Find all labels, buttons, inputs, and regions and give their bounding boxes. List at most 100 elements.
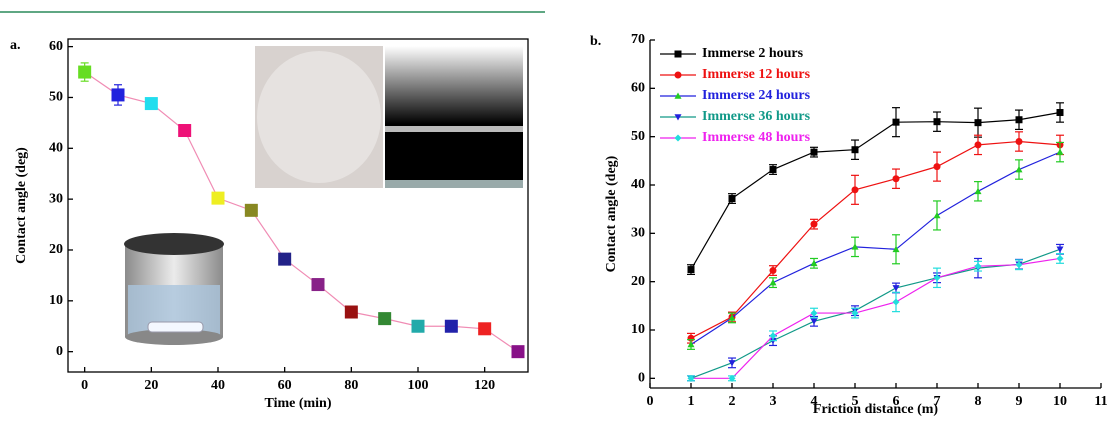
x-tick-label: 80 [344,378,358,393]
marker [769,279,777,286]
marker [1015,116,1023,124]
marker [892,245,900,253]
x-tick-label: 2 [729,394,736,409]
series-line [690,248,1061,379]
marker [78,65,92,79]
marker [933,163,941,171]
marker [851,243,859,250]
y-tick-label: 70 [631,32,645,47]
marker [687,374,695,382]
y-tick-label: 50 [49,90,63,105]
marker [687,341,695,348]
marker [1056,254,1064,262]
marker [933,211,941,219]
marker [1015,166,1023,173]
x-tick-label: 4 [811,394,818,409]
y-tick-label: 60 [49,39,63,54]
marker [892,285,900,292]
x-tick-label: 100 [408,378,429,393]
x-tick-label: 120 [474,378,495,393]
y-axis-label: Contact angle (deg) [14,147,29,264]
marker [810,318,818,325]
y-tick-label: 20 [631,274,645,289]
marker [892,118,900,126]
legend-marker [674,50,682,58]
marker [851,186,859,194]
legend-label: Immerse 2 hours [702,46,804,61]
y-tick-label: 50 [631,129,645,144]
x-tick-label: 0 [647,394,654,409]
marker [444,319,458,333]
marker [344,305,358,319]
marker [974,141,982,149]
x-tick-label: 3 [770,394,777,409]
y-tick-label: 0 [638,371,645,386]
x-tick-label: 9 [1016,394,1023,409]
marker [728,195,736,203]
marker [411,319,425,333]
y-axis-label: Contact angle (deg) [604,155,619,272]
marker [974,187,982,195]
marker [728,314,736,321]
legend-label: Immerse 12 hours [702,67,811,82]
y-tick-label: 0 [56,344,63,359]
x-axis-label: Time (min) [264,396,331,411]
beaker-illustration [124,233,224,345]
x-tick-label: 0 [81,378,88,393]
marker [810,220,818,228]
y-tick-label: 30 [49,191,63,206]
marker [933,118,941,126]
y-tick-label: 60 [631,81,645,96]
marker [1056,109,1064,116]
marker [851,309,859,317]
marker [769,267,777,275]
x-axis-label: Friction distance (m) [813,402,939,417]
marker [511,345,525,359]
x-tick-label: 60 [278,378,292,393]
marker [810,309,818,317]
x-tick-label: 20 [144,378,158,393]
marker [278,252,292,266]
marker [974,262,982,270]
marker [810,259,818,267]
y-tick-label: 10 [631,322,645,337]
legend-label: Immerse 36 hours [702,109,811,124]
photo-inset [255,46,523,188]
marker [311,278,325,292]
marker [933,274,941,282]
legend-marker [674,71,682,79]
marker [244,203,258,217]
marker [378,312,392,326]
marker [144,97,158,111]
x-tick-label: 5 [852,394,859,409]
y-tick-label: 40 [49,141,63,156]
marker [1015,138,1023,145]
panel-label: a. [10,38,21,53]
marker [892,175,900,183]
marker [1015,261,1023,269]
x-tick-label: 11 [1094,394,1107,409]
legend-label: Immerse 48 hours [702,130,811,145]
legend-marker [674,92,682,99]
y-tick-label: 10 [49,293,63,308]
marker [974,119,982,127]
marker [111,88,125,102]
marker [769,166,777,174]
marker [769,332,777,340]
marker [211,191,225,205]
marker [1056,148,1064,155]
marker [851,146,859,154]
marker [728,374,736,382]
series-line [690,151,1061,346]
marker [728,360,736,367]
y-tick-label: 40 [631,177,645,192]
marker [892,298,900,306]
marker [1056,246,1064,253]
x-tick-label: 10 [1053,394,1067,409]
series-line [690,140,1061,339]
x-tick-label: 8 [975,394,982,409]
legend-marker [674,114,682,121]
x-tick-label: 6 [893,394,900,409]
panel-label: b. [590,34,601,49]
